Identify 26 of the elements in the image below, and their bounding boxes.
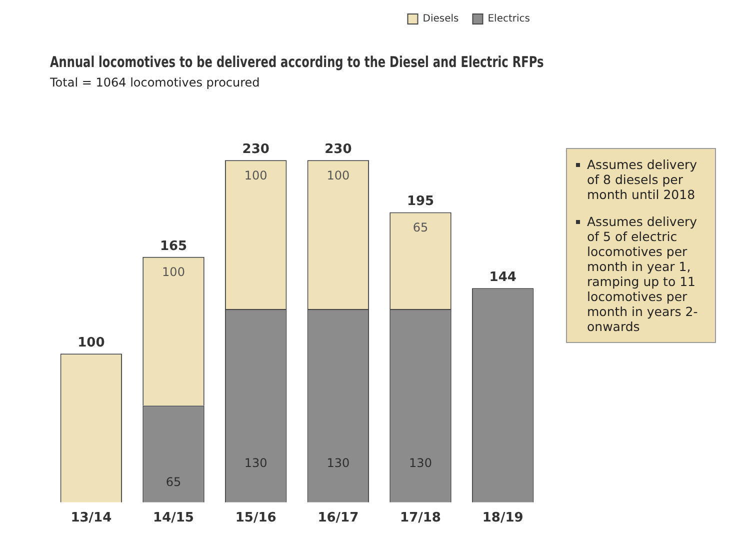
data-label: 130: [409, 456, 432, 470]
data-label: 65: [412, 220, 428, 234]
x-tick-label: 18/19: [482, 510, 524, 526]
data-label: 65: [166, 475, 182, 490]
total-label: 230: [242, 142, 270, 158]
total-label: 165: [160, 238, 188, 254]
x-tick-label: 15/16: [235, 510, 276, 526]
total-label: 195: [406, 194, 434, 210]
x-tick-label: 14/15: [153, 510, 194, 526]
total-label: 100: [78, 335, 105, 350]
chart-title: Annual locomotives to be delivered according to the Diesel and Electric RFPs: [50, 54, 544, 72]
data-label: 130: [326, 456, 350, 470]
x-tick-label: 13/14: [70, 510, 112, 526]
data-label: 130: [244, 456, 268, 470]
text: Assumes delivery of 5 of electric locomotives per month in year 1, ramping up to 11 locomotives per month in years 2-onwards: [587, 214, 699, 334]
total-label: 144: [489, 270, 516, 286]
data-label: 100: [244, 168, 268, 182]
data-label: 100: [326, 168, 350, 182]
legend-label: Electrics: [488, 14, 530, 25]
text: Assumes delivery of 8 diesels per month until 2018: [587, 157, 698, 202]
legend-label: Diesels: [422, 14, 459, 25]
chart-subtitle: Total = 1064 locomotives procured: [49, 75, 260, 90]
total-label: 230: [324, 142, 352, 158]
x-tick-label: 16/17: [318, 510, 359, 526]
data-label: 100: [162, 265, 185, 280]
x-tick-label: 17/18: [400, 510, 441, 526]
